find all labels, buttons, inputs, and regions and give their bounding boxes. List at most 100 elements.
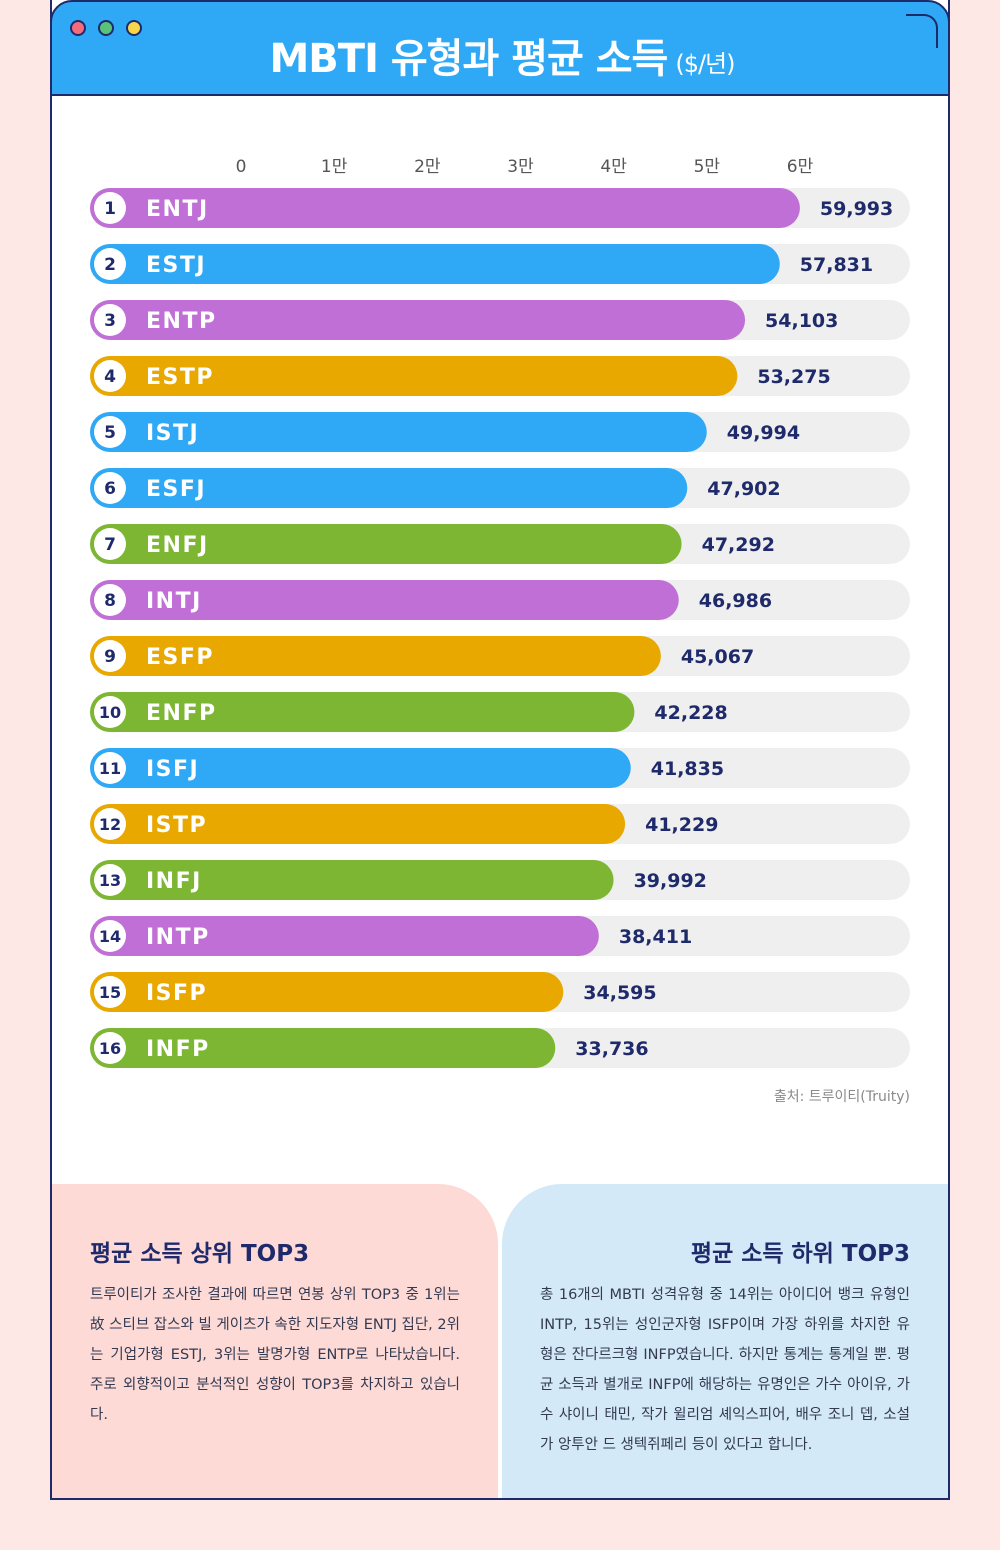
bar-value-label: 47,292	[702, 534, 775, 556]
rank-badge	[94, 752, 126, 784]
window-border-bottom	[50, 1498, 950, 1500]
bar	[90, 636, 661, 676]
rank-number: 15	[99, 983, 121, 1002]
rank-badge	[94, 304, 126, 336]
bar-value-label: 41,835	[651, 758, 724, 780]
x-tick-label: 4만	[600, 157, 627, 177]
bar-category-label: ESTP	[146, 365, 214, 390]
x-tick-label: 6만	[787, 157, 814, 177]
bar-value-label: 59,993	[820, 198, 893, 220]
bar-category-label: ENFJ	[146, 533, 209, 558]
rank-number: 12	[99, 815, 121, 834]
bar	[90, 188, 800, 228]
bar-category-label: ISTP	[146, 813, 207, 838]
bar-value-label: 57,831	[800, 254, 873, 276]
title-unit: ($/년)	[675, 50, 735, 78]
top3-panel: 평균 소득 상위 TOP3 트루이티가 조사한 결과에 따르면 연봉 상위 TO…	[52, 1184, 498, 1500]
bar-category-label: ESFP	[146, 645, 214, 670]
bar-category-label: INFJ	[146, 869, 202, 894]
rank-badge	[94, 976, 126, 1008]
rank-number: 8	[104, 591, 116, 611]
bar	[90, 468, 688, 508]
bar-value-label: 41,229	[645, 814, 718, 836]
rank-badge	[94, 920, 126, 952]
bottom3-title: 평균 소득 하위 TOP3	[690, 1241, 910, 1267]
rank-badge	[94, 192, 126, 224]
title-text: MBTI 유형과 평균 소득	[269, 36, 668, 82]
bar-value-label: 42,228	[654, 702, 727, 724]
bar-value-label: 45,067	[681, 646, 754, 668]
bar-category-label: ISFJ	[146, 757, 199, 782]
rank-number: 3	[104, 311, 116, 331]
bar-category-label: ENTJ	[146, 197, 209, 222]
bottom3-panel: 평균 소득 하위 TOP3 총 16개의 MBTI 성격유형 중 14위는 아이…	[502, 1184, 948, 1500]
window-titlebar: MBTI 유형과 평균 소득 ($/년)	[50, 0, 950, 96]
bar	[90, 356, 738, 396]
bottom3-body: 총 16개의 MBTI 성격유형 중 14위는 아이디어 뱅크 유형인 INTP…	[540, 1287, 910, 1453]
rank-badge	[94, 696, 126, 728]
rank-badge	[94, 472, 126, 504]
window-border-left	[50, 90, 52, 1500]
maximize-window-dot[interactable]	[126, 20, 142, 36]
minimize-window-dot[interactable]	[98, 20, 114, 36]
x-tick-label: 3만	[507, 157, 534, 177]
bar	[90, 524, 682, 564]
x-tick-label: 1만	[321, 157, 348, 177]
rank-number: 11	[99, 759, 121, 778]
rank-badge	[94, 416, 126, 448]
bar-value-label: 47,902	[707, 478, 780, 500]
bar	[90, 580, 679, 620]
bar-category-label: ESTJ	[146, 253, 206, 278]
bar-value-label: 46,986	[699, 590, 772, 612]
rank-badge	[94, 360, 126, 392]
bar	[90, 916, 599, 956]
bar-value-label: 34,595	[583, 982, 656, 1004]
top3-body: 트루이티가 조사한 결과에 따르면 연봉 상위 TOP3 중 1위는 故 스티브…	[90, 1287, 460, 1423]
close-window-dot[interactable]	[70, 20, 86, 36]
rank-badge	[94, 864, 126, 896]
rank-number: 16	[99, 1039, 121, 1058]
bar-category-label: INFP	[146, 1037, 210, 1062]
rank-number: 4	[104, 367, 116, 387]
bar-category-label: ENFP	[146, 701, 217, 726]
bar-value-label: 49,994	[727, 422, 800, 444]
rank-number: 13	[99, 871, 121, 890]
bar-category-label: ENTP	[146, 309, 217, 334]
rank-number: 6	[104, 479, 116, 499]
bar	[90, 1028, 556, 1068]
x-tick-label: 0	[236, 157, 247, 177]
bar-category-label: ESFJ	[146, 477, 206, 502]
chart-source: 출처: 트루이티(Truity)	[773, 1089, 910, 1105]
rank-badge	[94, 808, 126, 840]
bar	[90, 860, 614, 900]
bar	[90, 692, 635, 732]
rank-number: 1	[104, 199, 116, 219]
bar	[90, 748, 631, 788]
bar	[90, 972, 564, 1012]
bar-value-label: 54,103	[765, 310, 838, 332]
bar-category-label: INTJ	[146, 589, 202, 614]
rank-number: 7	[104, 535, 116, 555]
x-tick-label: 5만	[694, 157, 721, 177]
rank-number: 2	[104, 255, 116, 275]
window-border-right	[948, 90, 950, 1500]
bar	[90, 804, 626, 844]
rank-badge	[94, 640, 126, 672]
bar-value-label: 39,992	[634, 870, 707, 892]
bar	[90, 244, 780, 284]
bar-category-label: INTP	[146, 925, 210, 950]
top3-title: 평균 소득 상위 TOP3	[90, 1241, 310, 1267]
corner-decoration-icon	[906, 14, 938, 48]
rank-badge	[94, 528, 126, 560]
x-tick-label: 2만	[414, 157, 441, 177]
bar-value-label: 53,275	[757, 366, 830, 388]
rank-badge	[94, 248, 126, 280]
bar	[90, 412, 707, 452]
page-title: MBTI 유형과 평균 소득 ($/년)	[52, 26, 952, 84]
rank-number: 14	[99, 927, 121, 946]
bar-category-label: ISTJ	[146, 421, 199, 446]
bar-value-label: 38,411	[619, 926, 692, 948]
income-bar-chart: 0 1만 2만 3만 4만 5만 6만 1 ENTJ 59,993 2 ESTJ 57,831 3 ENTP…	[90, 157, 910, 1068]
rank-badge	[94, 1032, 126, 1064]
rank-number: 9	[104, 647, 116, 667]
